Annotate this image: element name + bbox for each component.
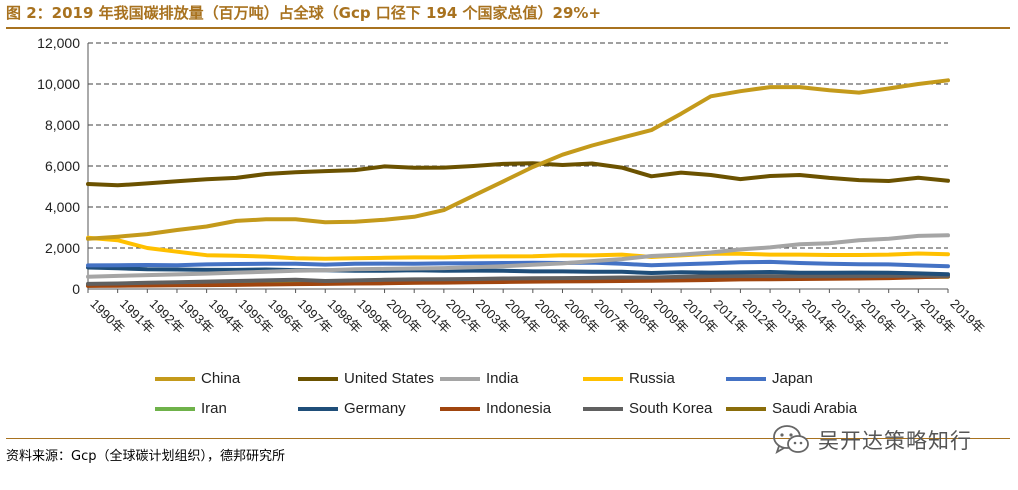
series-line-china xyxy=(86,78,950,241)
legend-swatch xyxy=(440,376,480,381)
y-tick-label: 6,000 xyxy=(45,158,80,174)
legend-swatch xyxy=(155,406,195,411)
legend-item-japan: Japan xyxy=(726,370,813,387)
y-tick-label: 8,000 xyxy=(45,117,80,133)
legend-item-iran: Iran xyxy=(155,400,227,417)
legend-item-russia: Russia xyxy=(583,370,675,387)
brand-watermark: 吴开达策略知行 xyxy=(772,424,972,456)
y-tick-label: 4,000 xyxy=(45,199,80,215)
legend-swatch xyxy=(298,376,338,381)
legend-label: India xyxy=(486,370,519,387)
series-line-india xyxy=(86,233,950,279)
legend-item-indonesia: Indonesia xyxy=(440,400,551,417)
legend-item-germany: Germany xyxy=(298,400,406,417)
legend-swatch xyxy=(726,376,766,381)
legend-label: China xyxy=(201,370,241,387)
series-line-germany xyxy=(86,265,950,277)
y-tick-label: 12,000 xyxy=(37,35,80,51)
legend-item-india: India xyxy=(440,370,519,387)
legend-swatch xyxy=(583,406,623,411)
wechat-icon xyxy=(773,425,809,454)
legend-item-south-korea: South Korea xyxy=(583,400,712,417)
series-line-indonesia xyxy=(86,274,950,288)
y-tick-label: 10,000 xyxy=(37,76,80,92)
legend-item-china: China xyxy=(155,370,240,387)
line-chart: 02,0004,0006,0008,00010,00012,0001990年19… xyxy=(37,35,987,336)
series-line-japan xyxy=(86,259,950,269)
legend-swatch xyxy=(726,406,766,411)
legend-swatch xyxy=(155,376,195,381)
y-tick-label: 0 xyxy=(72,281,80,297)
legend-label: United States xyxy=(344,370,435,387)
legend-item-united-states: United States xyxy=(298,370,434,387)
legend-label: South Korea xyxy=(629,400,713,417)
series-line-south-korea xyxy=(86,273,950,286)
footer-rule xyxy=(6,438,1010,439)
brand-name: 吴开达策略知行 xyxy=(818,429,972,453)
source-note: 资料来源：Gcp（全球碳计划组织），德邦研究所 xyxy=(6,449,285,464)
title-rule xyxy=(6,27,1010,29)
legend-label: Germany xyxy=(344,400,406,417)
legend-label: Iran xyxy=(201,400,227,417)
series-line-united-states xyxy=(86,161,950,188)
legend-label: Indonesia xyxy=(486,400,552,417)
legend-label: Saudi Arabia xyxy=(772,400,858,417)
series-line-russia xyxy=(86,235,950,261)
legend-label: Russia xyxy=(629,370,675,387)
y-tick-label: 2,000 xyxy=(45,240,80,256)
chart-title: 图 2：2019 年我国碳排放量（百万吨）占全球（Gcp 口径下 194 个国家… xyxy=(6,4,602,22)
legend-item-saudi-arabia: Saudi Arabia xyxy=(726,400,857,417)
legend-swatch xyxy=(583,376,623,381)
legend-label: Japan xyxy=(772,370,813,387)
legend-swatch xyxy=(298,406,338,411)
legend-swatch xyxy=(440,406,480,411)
